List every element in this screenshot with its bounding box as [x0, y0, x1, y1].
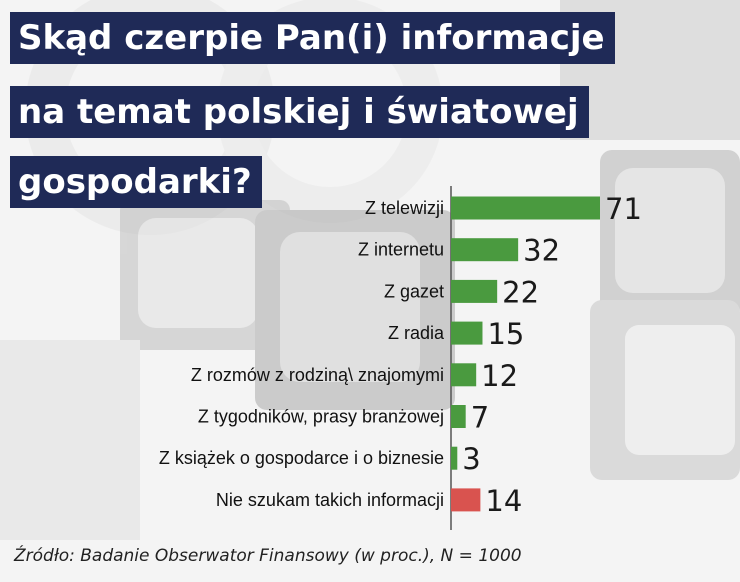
value-label: 71 [605, 192, 642, 226]
category-label: Z książek o gospodarce i o biznesie [159, 448, 444, 468]
category-label: Z rozmów z rodziną\ znajomymi [191, 365, 444, 385]
category-label: Z tygodników, prasy branżowej [198, 407, 444, 427]
chart-title-line-3: gospodarki? [10, 156, 262, 208]
source-note: Źródło: Badanie Obserwator Finansowy (w … [14, 546, 522, 566]
category-label: Z internetu [358, 240, 444, 260]
chart-title-line-2: na temat polskiej i światowej [10, 86, 589, 138]
value-label: 7 [471, 401, 489, 435]
category-label: Nie szukam takich informacji [216, 490, 444, 510]
value-label: 14 [485, 484, 522, 518]
category-label: Z telewizji [365, 198, 444, 218]
bar [451, 196, 600, 220]
bar [451, 363, 477, 387]
chart-title-line-1: Skąd czerpie Pan(i) informacje [10, 12, 615, 64]
category-label: Z radia [388, 323, 445, 343]
category-label: Z gazet [384, 281, 444, 301]
bar [451, 321, 483, 345]
value-label: 32 [523, 234, 560, 268]
value-label: 15 [487, 317, 524, 351]
bar [451, 279, 498, 303]
bar [451, 446, 458, 470]
value-label: 12 [481, 359, 518, 393]
bar [451, 405, 466, 428]
bar [451, 238, 519, 262]
value-label: 3 [462, 442, 480, 476]
value-label: 22 [502, 275, 539, 309]
bar [451, 488, 481, 512]
